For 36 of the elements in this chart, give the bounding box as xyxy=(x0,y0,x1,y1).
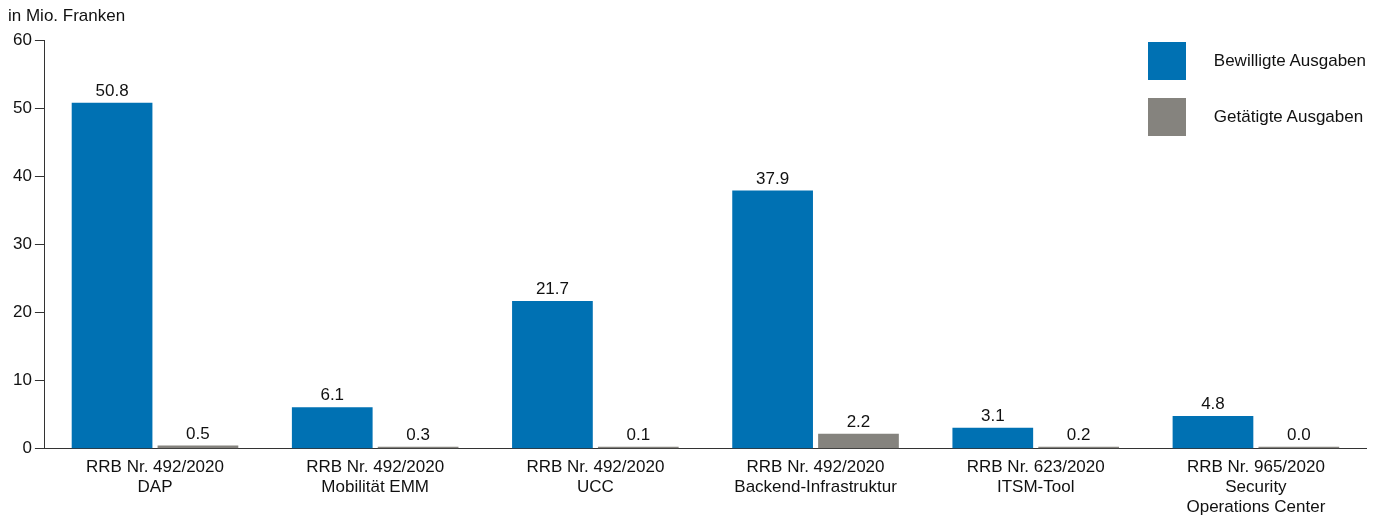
data-label: 2.2 xyxy=(846,412,871,431)
x-tick-label: RRB Nr. 492/2020 UCC xyxy=(526,456,665,497)
legend-label: Bewilligte Ausgaben xyxy=(1213,51,1366,71)
y-tick-label: 50 xyxy=(12,97,32,117)
bar xyxy=(71,102,153,449)
legend-label: Getätigte Ausgaben xyxy=(1213,107,1364,127)
bar xyxy=(952,427,1034,449)
y-tick-label: 30 xyxy=(12,234,32,254)
data-label: 37.9 xyxy=(756,168,790,188)
y-tick-label: 10 xyxy=(12,370,32,390)
data-label: 0.3 xyxy=(406,424,430,444)
x-tick-label: RRB Nr. 492/2020 Backend-Infrastruktur xyxy=(734,456,898,497)
bar xyxy=(732,190,813,449)
data-label: 0.5 xyxy=(186,423,210,443)
y-tick-label: 20 xyxy=(12,302,32,322)
bar xyxy=(512,300,593,449)
y-tick-label: 40 xyxy=(12,165,32,185)
y-tick-label: 60 xyxy=(12,29,32,49)
bar xyxy=(291,407,373,449)
x-tick-label: RRB Nr. 623/2020 ITSM-Tool xyxy=(966,456,1105,497)
x-tick-label: RRB Nr. 965/2020 Security Operations Center xyxy=(1186,456,1326,517)
x-tick-label: RRB Nr. 492/2020 DAP xyxy=(86,456,224,497)
bar xyxy=(818,433,899,449)
data-label: 21.7 xyxy=(535,279,569,299)
bar xyxy=(1172,416,1254,449)
data-label: 0.2 xyxy=(1066,424,1091,444)
data-label: 50.8 xyxy=(95,80,129,100)
data-label: 0.1 xyxy=(626,424,651,444)
data-label: 0.0 xyxy=(1287,424,1311,444)
data-label: 3.1 xyxy=(980,405,1005,425)
y-tick-label: 0 xyxy=(22,438,32,458)
x-tick-label: RRB Nr. 492/2020 Mobilität EMM xyxy=(306,456,445,497)
y-axis-title: in Mio. Franken xyxy=(8,6,126,26)
data-label: 4.8 xyxy=(1201,394,1225,414)
data-label: 6.1 xyxy=(320,385,345,405)
bar xyxy=(157,445,239,449)
